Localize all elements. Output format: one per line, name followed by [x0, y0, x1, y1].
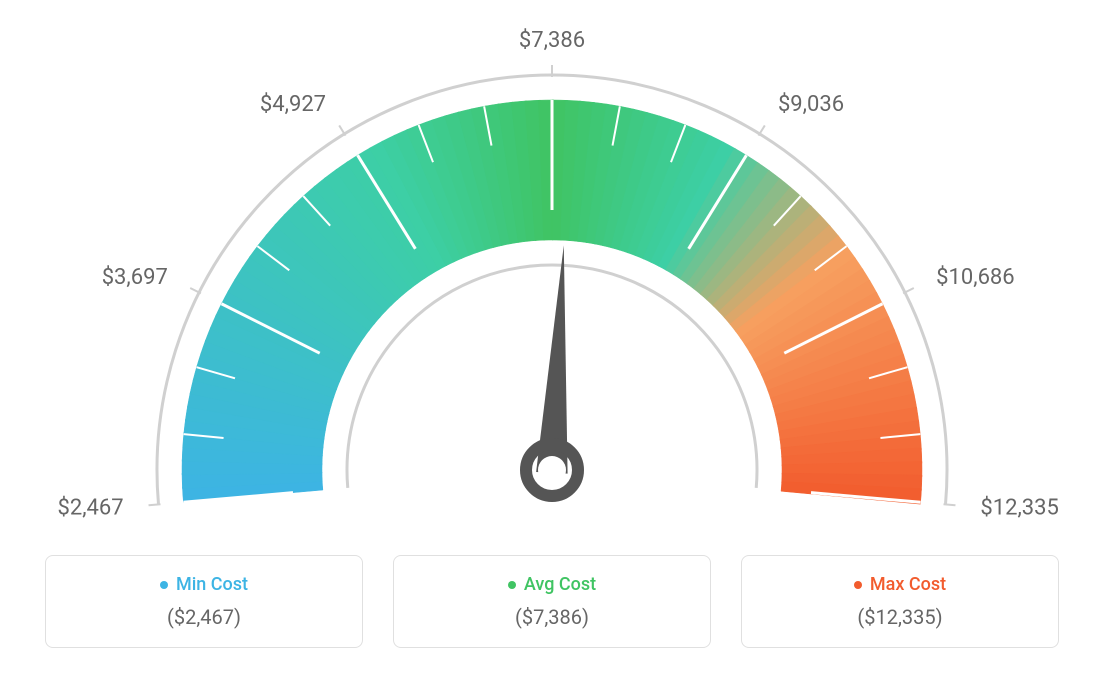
- gauge-container: $2,467 $3,697 $4,927 $7,386 $9,036 $10,686 $12…: [30, 20, 1074, 550]
- gauge-tick-label: $2,467: [57, 495, 123, 520]
- avg-cost-value: ($7,386): [414, 605, 690, 629]
- min-cost-label-text: Min Cost: [176, 574, 248, 595]
- max-cost-label: Max Cost: [762, 574, 1038, 595]
- min-dot-icon: [160, 581, 168, 589]
- summary-cards: Min Cost ($2,467) Avg Cost ($7,386) Max …: [30, 555, 1074, 648]
- gauge-chart: $2,467 $3,697 $4,927 $7,386 $9,036 $10,686 $12…: [30, 20, 1074, 550]
- min-cost-card: Min Cost ($2,467): [45, 555, 363, 648]
- max-cost-value: ($12,335): [762, 605, 1038, 629]
- min-cost-label: Min Cost: [66, 574, 342, 595]
- max-cost-label-text: Max Cost: [870, 574, 946, 595]
- avg-dot-icon: [508, 581, 516, 589]
- avg-cost-label: Avg Cost: [414, 574, 690, 595]
- gauge-tick-label: $3,697: [102, 265, 168, 290]
- max-cost-card: Max Cost ($12,335): [741, 555, 1059, 648]
- gauge-tick-label: $9,036: [778, 92, 844, 117]
- min-cost-value: ($2,467): [66, 605, 342, 629]
- gauge-tick-label: $12,335: [980, 495, 1059, 520]
- gauge-tick-label: $7,386: [519, 28, 585, 53]
- gauge-tick-label: $10,686: [936, 265, 1015, 290]
- avg-cost-card: Avg Cost ($7,386): [393, 555, 711, 648]
- gauge-tick-label: $4,927: [260, 92, 326, 117]
- avg-cost-label-text: Avg Cost: [524, 574, 596, 595]
- max-dot-icon: [854, 581, 862, 589]
